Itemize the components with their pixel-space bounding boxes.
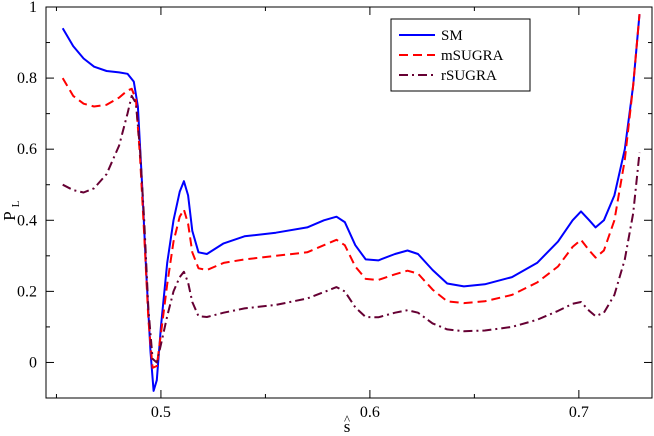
plot-frame xyxy=(45,6,653,399)
x-tick-label: 0.7 xyxy=(569,404,589,421)
series-line-msugra xyxy=(61,14,641,369)
y-axis-label-subscript: L xyxy=(10,200,22,207)
x-tick-label: 0.5 xyxy=(151,404,171,421)
x-tick-label: 0.6 xyxy=(360,404,380,421)
y-tick-label: 0.8 xyxy=(17,70,37,87)
y-axis-label: P xyxy=(0,211,19,220)
y-tick-label: 0.2 xyxy=(17,283,37,300)
y-tick-label: 0.6 xyxy=(17,141,37,158)
legend: SM mSUGRA rSUGRA xyxy=(390,18,531,92)
x-axis-ticks: 0.5 0.6 0.7 xyxy=(55,7,589,421)
y-tick-label: 1 xyxy=(29,0,37,16)
x-axis-label-hat: ^ xyxy=(344,412,350,427)
legend-label-sm: SM xyxy=(441,28,463,44)
x-axis-label: s xyxy=(344,417,351,436)
legend-label-rsugra: rSUGRA xyxy=(441,68,497,84)
y-tick-label: 0.4 xyxy=(17,212,37,229)
series-line-rsugra xyxy=(62,94,641,364)
series-group xyxy=(61,14,641,392)
y-tick-label: 0 xyxy=(29,354,37,371)
legend-label-msugra: mSUGRA xyxy=(441,48,504,64)
series-line-sm xyxy=(61,14,641,392)
y-axis-ticks: 0 0.2 0.4 0.6 0.8 1 xyxy=(17,0,652,399)
